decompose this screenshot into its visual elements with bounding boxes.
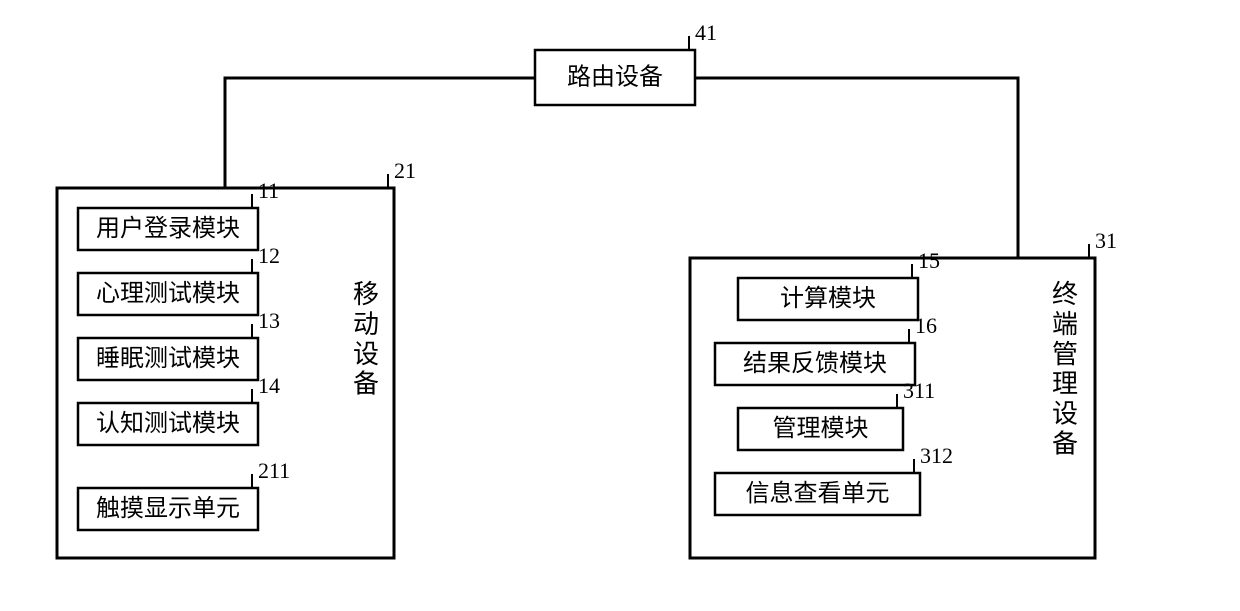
module-312-number: 312	[920, 443, 953, 468]
mobile-device-number: 21	[394, 158, 416, 183]
module-13-label: 睡眠测试模块	[96, 345, 240, 372]
module-312-label: 信息查看单元	[746, 480, 890, 507]
module-14-number: 14	[258, 373, 280, 398]
mobile-device-vlabel: 移动设备	[353, 280, 379, 399]
module-311-label: 管理模块	[773, 415, 869, 442]
module-12-number: 12	[258, 243, 280, 268]
module-15-number: 15	[918, 248, 940, 273]
connector-router-left	[225, 78, 535, 188]
module-11-number: 11	[258, 178, 279, 203]
router-label: 路由设备	[567, 64, 663, 91]
router-number: 41	[695, 20, 717, 45]
terminal-mgmt-number: 31	[1095, 228, 1117, 253]
module-11-label: 用户登录模块	[96, 215, 240, 242]
module-14-label: 认知测试模块	[96, 410, 240, 437]
module-211-number: 211	[258, 458, 290, 483]
module-311-number: 311	[903, 378, 935, 403]
module-12-label: 心理测试模块	[96, 280, 240, 307]
module-13-number: 13	[258, 308, 280, 333]
module-211-label: 触摸显示单元	[96, 495, 240, 522]
connector-router-right	[695, 78, 1018, 258]
module-16-label: 结果反馈模块	[743, 350, 887, 377]
system-diagram: 路由设备 41 21 移动设备 用户登录模块 11 心理测试模块 12 睡眠测试模块 13 认知测试…	[0, 0, 1240, 611]
module-16-number: 16	[915, 313, 937, 338]
module-15-label: 计算模块	[780, 285, 876, 312]
terminal-mgmt-vlabel: 终端管理设备	[1052, 280, 1078, 459]
